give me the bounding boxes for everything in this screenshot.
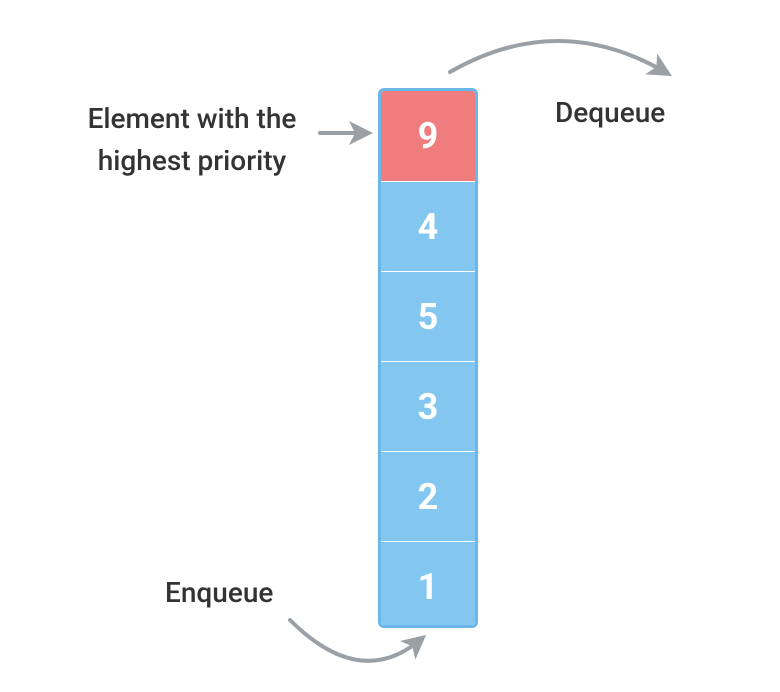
priority-label-line1: Element with the [88, 102, 297, 135]
queue-cell: 9 [381, 91, 475, 181]
enqueue-label: Enqueue [165, 572, 325, 614]
queue-cell: 1 [381, 541, 475, 628]
queue-cell: 4 [381, 181, 475, 271]
queue-cell: 3 [381, 361, 475, 451]
priority-queue: 945321 [378, 88, 478, 628]
queue-cell: 2 [381, 451, 475, 541]
priority-label-line2: highest priority [98, 144, 287, 177]
dequeue-arrow [450, 41, 665, 72]
queue-cell: 5 [381, 271, 475, 361]
dequeue-label: Dequeue [555, 92, 715, 134]
diagram-canvas: 945321 Element with the highest priority… [0, 0, 780, 692]
highest-priority-label: Element with the highest priority [62, 98, 322, 182]
